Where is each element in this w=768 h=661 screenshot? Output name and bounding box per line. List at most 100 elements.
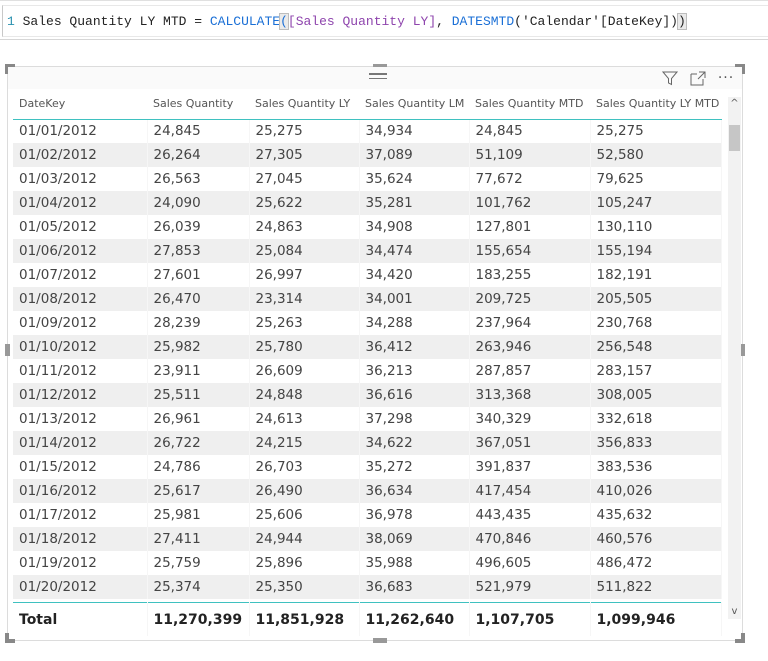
cell-sales-quantity: 26,961 bbox=[147, 407, 250, 431]
cell-sales-quantity-mtd: 313,368 bbox=[469, 383, 591, 407]
column-header-sales-quantity-mtd[interactable]: Sales Quantity MTD bbox=[469, 89, 590, 120]
table-row[interactable]: 01/20/2012 25,374 25,350 36,683 521,979 511,8… bbox=[13, 575, 722, 599]
cell-sales-quantity-lm: 35,272 bbox=[359, 455, 470, 479]
cell-sales-quantity-lm: 34,474 bbox=[359, 239, 470, 263]
resize-handle-right[interactable] bbox=[740, 344, 745, 356]
cell-sales-quantity-mtd: 183,255 bbox=[469, 263, 591, 287]
cell-datekey: 01/18/2012 bbox=[13, 527, 148, 551]
cell-datekey: 01/14/2012 bbox=[13, 431, 148, 455]
cell-sales-quantity-ly: 24,863 bbox=[249, 215, 360, 239]
datesmtd-function: DATESMTD bbox=[451, 14, 515, 29]
cell-sales-quantity-ly-mtd: 52,580 bbox=[590, 143, 722, 167]
cell-sales-quantity-mtd: 367,051 bbox=[469, 431, 591, 455]
more-options-icon[interactable]: ··· bbox=[717, 70, 735, 86]
table-row[interactable]: 01/04/2012 24,090 25,622 35,281 101,762 105,2… bbox=[13, 191, 722, 215]
table-row[interactable]: 01/19/2012 25,759 25,896 35,988 496,605 486,4… bbox=[13, 551, 722, 575]
cell-datekey: 01/17/2012 bbox=[13, 503, 148, 527]
table-row[interactable]: 01/06/2012 27,853 25,084 34,474 155,654 155,1… bbox=[13, 239, 722, 263]
cell-sales-quantity-ly: 24,613 bbox=[249, 407, 360, 431]
measure-name: Sales Quantity LY MTD bbox=[22, 14, 187, 29]
cell-sales-quantity-lm: 36,683 bbox=[359, 575, 470, 599]
total-sales-quantity-ly-mtd: 1,099,946 bbox=[590, 601, 722, 636]
cell-sales-quantity-lm: 35,281 bbox=[359, 191, 470, 215]
column-header-sales-quantity-ly-mtd[interactable]: Sales Quantity LY MTD bbox=[590, 89, 721, 120]
table-row[interactable]: 01/14/2012 26,722 24,215 34,622 367,051 356,8… bbox=[13, 431, 722, 455]
table-visual[interactable]: ··· DateKey Sales Quantity Sales Quantit… bbox=[5, 64, 745, 643]
cell-sales-quantity-ly: 24,848 bbox=[249, 383, 360, 407]
cell-sales-quantity-mtd: 391,837 bbox=[469, 455, 591, 479]
cell-sales-quantity-mtd: 24,845 bbox=[469, 119, 591, 143]
table-row[interactable]: 01/08/2012 26,470 23,314 34,001 209,725 205,5… bbox=[13, 287, 722, 311]
cell-datekey: 01/13/2012 bbox=[13, 407, 148, 431]
table-row[interactable]: 01/03/2012 26,563 27,045 35,624 77,672 79,625 bbox=[13, 167, 722, 191]
cell-sales-quantity: 26,563 bbox=[147, 167, 250, 191]
cell-sales-quantity: 27,601 bbox=[147, 263, 250, 287]
resize-handle-top[interactable] bbox=[373, 64, 387, 69]
table-row[interactable]: 01/17/2012 25,981 25,606 36,978 443,435 435,6… bbox=[13, 503, 722, 527]
cell-sales-quantity-ly-mtd: 205,505 bbox=[590, 287, 722, 311]
measure-reference: [Sales Quantity LY] bbox=[287, 14, 437, 29]
cell-sales-quantity-ly-mtd: 182,191 bbox=[590, 263, 722, 287]
scroll-up-chevron-icon[interactable]: ^ bbox=[730, 98, 739, 109]
cell-sales-quantity-lm: 34,288 bbox=[359, 311, 470, 335]
cell-sales-quantity-ly-mtd: 130,110 bbox=[590, 215, 722, 239]
cell-sales-quantity-ly-mtd: 383,536 bbox=[590, 455, 722, 479]
table-row[interactable]: 01/15/2012 24,786 26,703 35,272 391,837 383,5… bbox=[13, 455, 722, 479]
table-row[interactable]: 01/05/2012 26,039 24,863 34,908 127,801 130,1… bbox=[13, 215, 722, 239]
table-row[interactable]: 01/13/2012 26,961 24,613 37,298 340,329 332,6… bbox=[13, 407, 722, 431]
table-row[interactable]: 01/07/2012 27,601 26,997 34,420 183,255 182,1… bbox=[13, 263, 722, 287]
column-header-datekey[interactable]: DateKey bbox=[13, 89, 147, 120]
table-row[interactable]: 01/10/2012 25,982 25,780 36,412 263,946 256,5… bbox=[13, 335, 722, 359]
header-row: DateKey Sales Quantity Sales Quantity LY… bbox=[13, 89, 721, 120]
cell-sales-quantity-lm: 34,420 bbox=[359, 263, 470, 287]
vertical-scrollbar[interactable]: ^ v bbox=[728, 97, 741, 619]
cell-sales-quantity-lm: 34,001 bbox=[359, 287, 470, 311]
cell-sales-quantity-ly: 25,896 bbox=[249, 551, 360, 575]
total-sales-quantity-lm: 11,262,640 bbox=[359, 601, 470, 636]
resize-handle-top-right[interactable] bbox=[735, 64, 745, 74]
cell-sales-quantity-ly-mtd: 308,005 bbox=[590, 383, 722, 407]
cell-sales-quantity-ly-mtd: 486,472 bbox=[590, 551, 722, 575]
table-row[interactable]: 01/18/2012 27,411 24,944 38,069 470,846 460,5… bbox=[13, 527, 722, 551]
cell-sales-quantity-lm: 34,934 bbox=[359, 119, 470, 143]
focus-mode-icon[interactable] bbox=[688, 68, 708, 88]
drag-handle-icon[interactable] bbox=[369, 73, 387, 81]
dax-formula-editor[interactable]: 1 Sales Quantity LY MTD = CALCULATE([Sal… bbox=[2, 5, 768, 37]
cell-sales-quantity: 25,617 bbox=[147, 479, 250, 503]
resize-handle-left[interactable] bbox=[5, 344, 10, 356]
open-paren: ( bbox=[279, 13, 289, 30]
table-row[interactable]: 01/09/2012 28,239 25,263 34,288 237,964 230,7… bbox=[13, 311, 722, 335]
cell-sales-quantity-ly: 24,944 bbox=[249, 527, 360, 551]
scroll-down-chevron-icon[interactable]: v bbox=[731, 606, 738, 617]
cell-sales-quantity-lm: 37,089 bbox=[359, 143, 470, 167]
cell-sales-quantity: 24,786 bbox=[147, 455, 250, 479]
cell-sales-quantity: 25,982 bbox=[147, 335, 250, 359]
total-row: Total 11,270,399 11,851,928 11,262,640 1… bbox=[13, 601, 722, 636]
table-row[interactable]: 01/01/2012 24,845 25,275 34,934 24,845 25,275 bbox=[13, 119, 722, 143]
scroll-thumb[interactable] bbox=[729, 125, 740, 151]
cell-datekey: 01/12/2012 bbox=[13, 383, 148, 407]
cell-sales-quantity-mtd: 443,435 bbox=[469, 503, 591, 527]
cell-datekey: 01/11/2012 bbox=[13, 359, 148, 383]
table-row[interactable]: 01/16/2012 25,617 26,490 36,634 417,454 410,0… bbox=[13, 479, 722, 503]
filter-icon[interactable] bbox=[660, 68, 680, 88]
cell-datekey: 01/04/2012 bbox=[13, 191, 148, 215]
comma: , bbox=[436, 14, 452, 29]
cell-datekey: 01/01/2012 bbox=[13, 119, 148, 143]
cell-sales-quantity-ly: 27,305 bbox=[249, 143, 360, 167]
resize-handle-bottom-right[interactable] bbox=[735, 633, 745, 643]
resize-handle-bottom-left[interactable] bbox=[5, 633, 15, 643]
table-row[interactable]: 01/02/2012 26,264 27,305 37,089 51,109 52,580 bbox=[13, 143, 722, 167]
cell-datekey: 01/19/2012 bbox=[13, 551, 148, 575]
resize-handle-bottom[interactable] bbox=[373, 638, 387, 643]
table-row[interactable]: 01/11/2012 23,911 26,609 36,213 287,857 283,1… bbox=[13, 359, 722, 383]
column-header-sales-quantity[interactable]: Sales Quantity bbox=[147, 89, 249, 120]
column-header-sales-quantity-lm[interactable]: Sales Quantity LM bbox=[359, 89, 469, 120]
resize-handle-top-left[interactable] bbox=[5, 64, 15, 74]
cell-sales-quantity-ly: 23,314 bbox=[249, 287, 360, 311]
cell-sales-quantity-mtd: 77,672 bbox=[469, 167, 591, 191]
column-header-sales-quantity-ly[interactable]: Sales Quantity LY bbox=[249, 89, 359, 120]
cell-sales-quantity-lm: 36,412 bbox=[359, 335, 470, 359]
table-row[interactable]: 01/12/2012 25,511 24,848 36,616 313,368 308,0… bbox=[13, 383, 722, 407]
cell-sales-quantity-mtd: 101,762 bbox=[469, 191, 591, 215]
